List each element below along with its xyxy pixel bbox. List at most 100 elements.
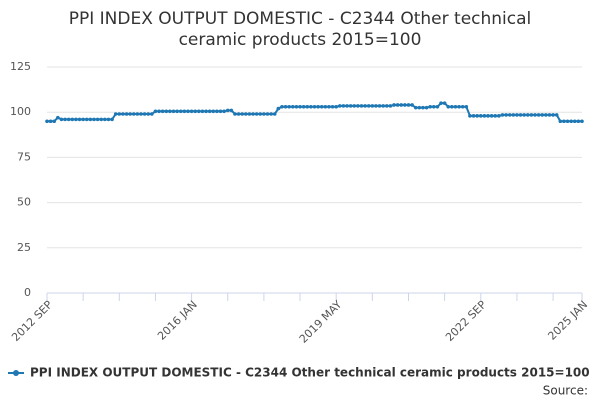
point xyxy=(468,114,472,118)
point xyxy=(298,104,302,109)
point xyxy=(247,112,252,116)
point xyxy=(399,103,404,107)
point xyxy=(522,113,526,117)
point xyxy=(99,117,104,122)
point xyxy=(421,105,425,110)
point xyxy=(486,114,490,118)
point xyxy=(319,104,324,109)
legend-label: PPI INDEX OUTPUT DOMESTIC - C2344 Other … xyxy=(30,366,590,380)
x-tick-label: 2012 SEP xyxy=(9,298,55,344)
point xyxy=(562,119,566,124)
y-tick-label: 75 xyxy=(17,150,31,163)
point xyxy=(211,109,216,114)
point xyxy=(193,109,198,114)
point xyxy=(518,113,523,117)
point xyxy=(157,109,161,114)
point xyxy=(388,104,393,108)
point xyxy=(244,112,248,116)
point xyxy=(547,113,552,117)
point xyxy=(197,109,201,114)
point xyxy=(207,109,212,114)
point xyxy=(525,113,530,117)
point xyxy=(59,117,64,122)
point xyxy=(189,109,194,114)
x-tick-label: 2016 JAN xyxy=(155,298,200,343)
point xyxy=(500,113,505,117)
point xyxy=(171,109,176,114)
point xyxy=(103,117,107,122)
point xyxy=(269,112,273,116)
point xyxy=(272,112,277,116)
point xyxy=(345,104,349,108)
point xyxy=(95,117,100,122)
point xyxy=(81,117,85,122)
point xyxy=(84,117,89,122)
point xyxy=(262,112,266,116)
point xyxy=(135,112,140,116)
point xyxy=(146,112,151,116)
point xyxy=(435,104,440,109)
point xyxy=(186,109,190,114)
point xyxy=(381,104,385,108)
x-tick-label: 2025 JAN xyxy=(545,298,590,343)
point xyxy=(164,109,169,114)
point xyxy=(168,109,172,114)
point xyxy=(558,119,563,124)
point xyxy=(45,119,49,124)
point xyxy=(457,104,461,109)
point xyxy=(504,113,508,117)
point xyxy=(305,104,310,109)
point xyxy=(544,113,548,117)
point xyxy=(464,104,469,109)
point xyxy=(323,104,328,109)
point xyxy=(515,113,519,117)
point xyxy=(280,104,284,109)
point xyxy=(200,109,205,114)
point xyxy=(366,104,371,108)
point xyxy=(475,114,479,118)
point xyxy=(283,104,288,109)
point xyxy=(493,114,498,118)
point xyxy=(377,104,382,108)
point xyxy=(63,117,67,122)
point xyxy=(497,114,501,118)
point xyxy=(374,104,378,108)
y-tick-label: 0 xyxy=(24,286,31,299)
point xyxy=(403,103,407,107)
point xyxy=(175,109,179,114)
point xyxy=(529,113,534,117)
point xyxy=(413,105,418,110)
point xyxy=(384,104,389,108)
point xyxy=(507,113,512,117)
y-tick-label: 100 xyxy=(10,105,31,118)
point xyxy=(236,112,241,116)
point xyxy=(121,112,125,116)
point xyxy=(77,117,82,122)
point xyxy=(565,119,570,124)
legend-marker xyxy=(13,370,19,376)
point xyxy=(124,112,129,116)
point xyxy=(265,112,270,116)
point xyxy=(92,117,96,122)
point xyxy=(218,109,223,114)
point xyxy=(341,104,346,108)
point xyxy=(204,109,208,114)
point xyxy=(478,114,483,118)
point xyxy=(446,104,451,109)
point xyxy=(66,117,71,122)
point xyxy=(442,101,447,105)
point xyxy=(150,112,154,116)
point xyxy=(178,109,183,114)
point xyxy=(254,112,259,116)
chart-title: PPI INDEX OUTPUT DOMESTIC - C2344 Other … xyxy=(69,9,532,29)
point xyxy=(309,104,313,109)
point xyxy=(88,117,93,122)
point xyxy=(276,106,281,111)
point xyxy=(338,104,342,108)
point xyxy=(74,117,78,122)
point xyxy=(576,119,581,124)
point xyxy=(551,113,555,117)
point xyxy=(117,112,122,116)
y-tick-label: 50 xyxy=(17,196,31,209)
